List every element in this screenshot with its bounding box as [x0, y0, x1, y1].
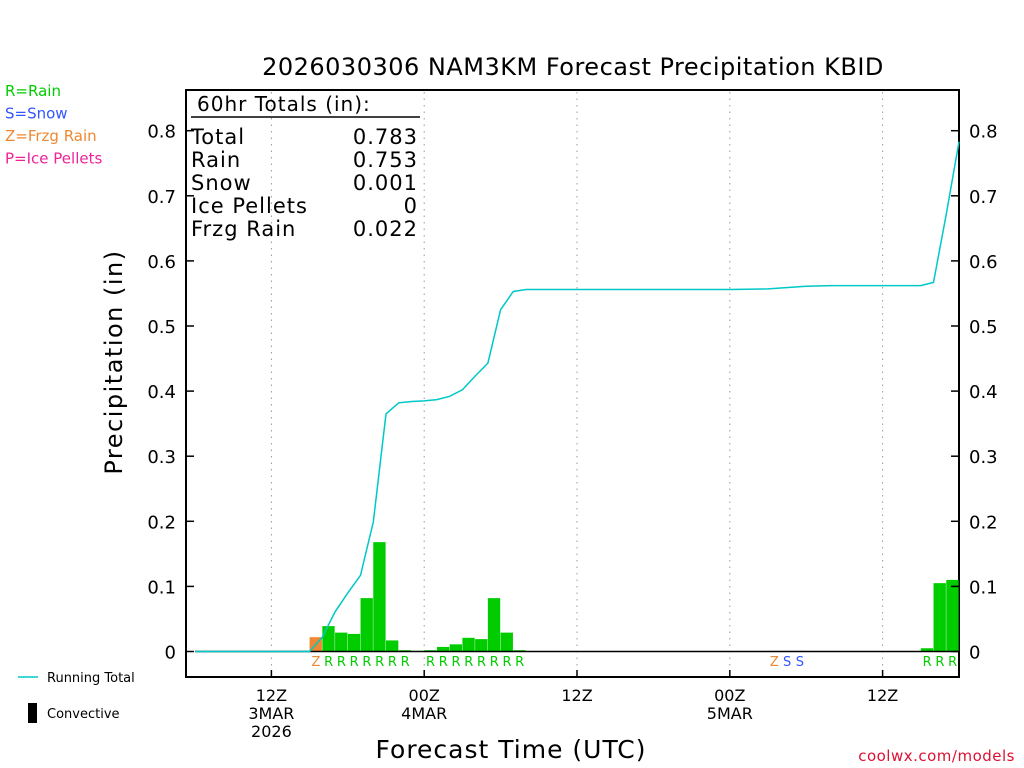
running-total-legend-label: Running Total: [47, 671, 135, 686]
precip-bar: [933, 583, 946, 652]
type-marker: R: [502, 655, 511, 670]
convective-legend-label: Convective: [47, 707, 120, 722]
x-tick-label: 00Z: [714, 686, 745, 705]
x-tick-label: 4MAR: [401, 704, 447, 723]
precip-bar: [335, 632, 348, 652]
chart-title: 2026030306 NAM3KM Forecast Precipitation…: [262, 53, 884, 81]
type-marker: R: [464, 655, 473, 670]
type-marker: Z: [770, 655, 779, 670]
type-marker: R: [362, 655, 371, 670]
x-tick-label: 12Z: [561, 686, 592, 705]
totals-box: 60hr Totals (in): Total 0.783 Rain 0.753 Sno…: [190, 92, 420, 241]
type-marker: R: [923, 655, 932, 670]
y-tick-label-right: 0.1: [969, 577, 998, 598]
x-axis-label: Forecast Time (UTC): [376, 735, 647, 764]
y-tick-label-right: 0.8: [969, 122, 998, 143]
totals-label: Ice Pellets: [191, 194, 308, 218]
convective-swatch: [28, 703, 37, 723]
x-tick-label: 2026: [251, 722, 292, 741]
precip-bar: [487, 598, 501, 652]
x-tick-label: 12Z: [867, 686, 898, 705]
x-tick-label: 12Z: [256, 686, 287, 705]
type-marker: R: [388, 655, 397, 670]
totals-label: Rain: [191, 148, 241, 172]
precip-bar: [373, 542, 386, 652]
y-tick-label-left: 0.1: [147, 577, 176, 598]
totals-value: 0.001: [353, 171, 418, 195]
y-tick-label-right: 0.2: [969, 512, 998, 533]
precip-bar: [436, 646, 450, 652]
precip-type-legend: R=Rain S=Snow Z=Frzg Rain P=Ice Pellets: [5, 82, 102, 168]
x-tick-label: 5MAR: [707, 704, 753, 723]
totals-label: Frzg Rain: [191, 217, 296, 241]
precip-bar: [322, 626, 335, 652]
y-tick-label-left: 0: [165, 643, 176, 664]
totals-label: Snow: [191, 171, 252, 195]
type-marker: S: [783, 655, 791, 670]
type-marker: R: [948, 655, 957, 670]
y-tick-label-left: 0.6: [147, 252, 176, 273]
y-tick-label-right: 0.4: [969, 382, 998, 403]
type-legend-entry: R=Rain: [5, 82, 61, 100]
precip-bars: [309, 542, 959, 652]
series-legend: Running Total Convective: [18, 671, 135, 723]
type-marker: R: [452, 655, 461, 670]
y-tick-label-right: 0.5: [969, 317, 998, 338]
type-marker: S: [796, 655, 804, 670]
precip-bar: [462, 637, 475, 652]
y-tick-label-left: 0.2: [147, 512, 176, 533]
precip-bar: [946, 579, 959, 652]
type-legend-entry: S=Snow: [5, 105, 68, 123]
type-marker: R: [401, 655, 410, 670]
y-tick-label-right: 0.3: [969, 447, 998, 468]
y-tick-label-left: 0.3: [147, 447, 176, 468]
type-marker: R: [375, 655, 384, 670]
type-marker: R: [426, 655, 435, 670]
type-marker: R: [324, 655, 333, 670]
y-axis-ticks: 0 0 0.1 0.1 0.2 0.2 0.3 0.3 0.4 0.4 0.5 0.5 0.6 0.6 0.…: [147, 122, 997, 664]
totals-value: 0.753: [353, 148, 418, 172]
credit-text: coolwx.com/models: [858, 747, 1015, 765]
precip-bar: [500, 632, 513, 652]
totals-value: 0: [404, 194, 418, 218]
y-tick-label-left: 0.7: [147, 187, 176, 208]
precip-bar: [360, 598, 373, 652]
totals-heading: 60hr Totals (in):: [197, 92, 371, 116]
type-marker: R: [439, 655, 448, 670]
type-marker: R: [350, 655, 359, 670]
precip-bar: [386, 640, 399, 652]
y-axis-label: Precipitation (in): [100, 249, 128, 474]
type-legend-entry: P=Ice Pellets: [5, 150, 102, 168]
precip-bar: [475, 639, 488, 652]
y-tick-label-right: 0.6: [969, 252, 998, 273]
type-marker: Z: [312, 655, 321, 670]
type-marker: R: [935, 655, 944, 670]
precip-bar: [449, 644, 462, 652]
type-marker: R: [515, 655, 524, 670]
totals-value: 0.022: [353, 217, 418, 241]
y-tick-label-left: 0.5: [147, 317, 176, 338]
y-tick-label-left: 0.8: [147, 122, 176, 143]
x-tick-label: 3MAR: [248, 704, 294, 723]
y-tick-label-left: 0.4: [147, 382, 176, 403]
totals-label: Total: [190, 125, 245, 149]
type-marker: R: [477, 655, 486, 670]
precip-bar: [347, 633, 361, 652]
precip-bar: [920, 648, 934, 652]
totals-value: 0.783: [353, 125, 418, 149]
totals-rows: Total 0.783 Rain 0.753 Snow 0.001 Ice Pellets 0…: [190, 125, 418, 241]
running-total-line: [195, 141, 960, 653]
y-tick-label-right: 0.7: [969, 187, 998, 208]
plot-frame: [185, 89, 960, 678]
type-marker: R: [337, 655, 346, 670]
type-legend-entry: Z=Frzg Rain: [5, 127, 97, 145]
type-marker: R: [490, 655, 499, 670]
x-tick-label: 00Z: [409, 686, 440, 705]
y-tick-label-right: 0: [969, 643, 980, 664]
running-total-layer: [195, 141, 960, 653]
